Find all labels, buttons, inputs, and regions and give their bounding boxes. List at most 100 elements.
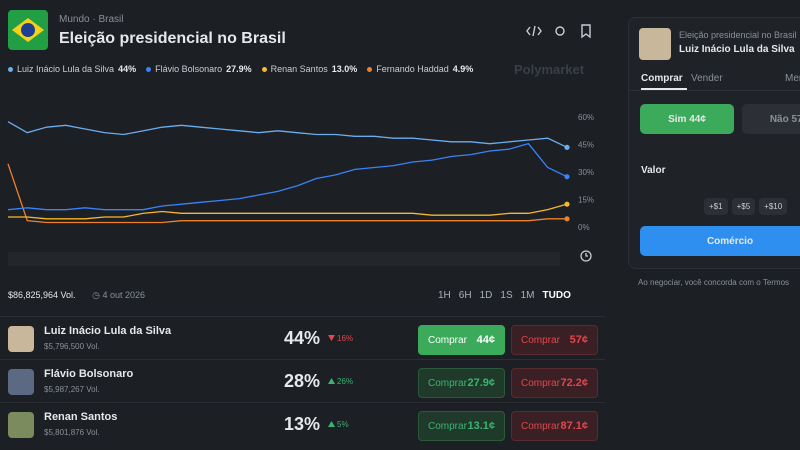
legend-name: Luiz Inácio Lula da Silva	[17, 64, 115, 74]
toolbar[interactable]	[526, 22, 596, 40]
quick-amount[interactable]: +$1	[704, 198, 728, 215]
outcome-change: 16%	[328, 334, 353, 343]
price: 13.1¢	[467, 420, 495, 432]
crumb[interactable]: Mundo	[59, 14, 90, 25]
clock[interactable]	[580, 250, 592, 262]
avatar	[8, 369, 34, 395]
avatar	[8, 326, 34, 352]
avatar	[8, 412, 34, 438]
no-button[interactable]: Não 57¢	[742, 104, 800, 134]
legend-dot	[8, 67, 13, 72]
end-date: ◷ 4 out 2026	[92, 290, 145, 300]
y-tick-label: 0%	[578, 223, 590, 232]
buy-label: Comprar	[521, 334, 560, 346]
tab-underline	[641, 88, 687, 90]
legend-value: 27.9%	[226, 64, 252, 74]
legend-dot	[146, 67, 152, 72]
market: Eleição presidencial no Brasil	[679, 30, 797, 40]
range-button[interactable]: 1D	[479, 290, 493, 301]
outcome-name: Luiz Inácio Lula da Silva	[44, 325, 172, 337]
buy-label: Comprar	[428, 420, 467, 432]
buy-yes[interactable]: Comprar 44¢	[418, 325, 505, 355]
range-button[interactable]: 1S	[500, 290, 513, 301]
series-line	[7, 121, 568, 148]
outcome-volume: $5,987,267 Vol.	[44, 385, 100, 394]
avatar	[639, 28, 671, 60]
end-dot	[564, 174, 570, 180]
legend-item: Flávio Bolsonaro 27.9%	[146, 64, 252, 74]
buy-label: Comprar	[521, 420, 560, 432]
outcome-row: Flávio Bolsonaro $5,987,267 Vol. 28% 26% Com…	[0, 359, 605, 402]
watermark: Polymarket	[514, 62, 585, 77]
quick-amount[interactable]: +$5	[731, 198, 756, 215]
buy-no[interactable]: Comprar 57¢	[511, 325, 598, 355]
legend-item: Luiz Inácio Lula da Silva 44%	[8, 64, 136, 74]
range-button[interactable]: 6H	[458, 290, 472, 301]
legend-name: Renan Santos	[270, 64, 328, 74]
outcome-name: Flávio Bolsonaro	[44, 368, 134, 380]
tab[interactable]: Mercado	[785, 73, 800, 84]
series-line	[7, 142, 568, 211]
y-tick-label: 30%	[578, 168, 594, 177]
y-tick-label: 60%	[578, 113, 594, 122]
price: 57¢	[569, 334, 588, 346]
change-value: 5%	[337, 420, 349, 429]
divider	[629, 90, 800, 91]
price: 27.9¢	[467, 377, 495, 389]
y-tick-label: 45%	[578, 141, 594, 150]
outcome-row: Renan Santos $5,801,876 Vol. 13% 5% Comprar 1…	[0, 402, 605, 445]
arrow	[328, 421, 335, 427]
chart: 0% 15% 30% 45% 60%	[7, 113, 594, 266]
breadcrumb: Mundo · Brasil	[59, 14, 124, 25]
legend-value: 4.9%	[452, 64, 474, 74]
outcome-row: Luiz Inácio Lula da Silva $5,796,500 Vol.…	[0, 316, 605, 359]
buy-label: Comprar	[521, 377, 560, 389]
crumb[interactable]: Brasil	[98, 14, 124, 25]
end-dot	[564, 201, 570, 207]
change-arrow	[328, 421, 335, 427]
range-button[interactable]: 1H	[438, 290, 451, 301]
outcome-chance: 13%	[284, 414, 321, 434]
range-track	[8, 252, 560, 266]
range-button[interactable]: 1M	[520, 290, 535, 301]
buy-yes[interactable]: Comprar 27.9¢	[418, 368, 505, 398]
quick-amount[interactable]: +$10	[759, 198, 788, 215]
legend-value: 44%	[118, 64, 137, 74]
tab[interactable]: Comprar	[641, 73, 683, 84]
outcome-change: 5%	[328, 420, 349, 429]
buy-no[interactable]: Comprar 72.2¢	[511, 368, 598, 398]
change-arrow	[328, 335, 335, 341]
buy-yes[interactable]: Comprar 13.1¢	[418, 411, 505, 441]
series-line	[7, 163, 567, 224]
legend: Luiz Inácio Lula da Silva 44% Flávio Bolso…	[8, 64, 483, 74]
submit-button[interactable]: Comércio	[640, 226, 800, 256]
tab[interactable]: Vender	[691, 73, 723, 84]
date: 4 out 2026	[102, 290, 145, 300]
series-line	[8, 203, 568, 220]
legend-dot	[367, 67, 373, 72]
end-dot	[564, 216, 570, 222]
change-arrow	[328, 378, 335, 384]
yes-button[interactable]: Sim 44¢	[640, 104, 734, 134]
end-dot	[564, 144, 570, 150]
outcome-chance: 28%	[284, 371, 321, 391]
range-button[interactable]: TUDO	[542, 290, 571, 301]
outcome-chance: 44%	[284, 328, 321, 348]
trade-panel: Eleição presidencial no Brasil Luiz Inác…	[628, 17, 800, 269]
outcome-volume: $5,801,876 Vol.	[44, 428, 100, 437]
buy-no[interactable]: Comprar 87.1¢	[511, 411, 598, 441]
terms: Ao negociar, você concorda com o Termos	[638, 278, 790, 287]
quick-amounts: +$1 +$5 +$10	[704, 198, 788, 215]
legend-value: 13.0%	[331, 64, 358, 74]
outcome-name: Renan Santos	[44, 411, 118, 423]
change-value: 16%	[337, 334, 354, 343]
legend-name: Fernando Haddad	[376, 64, 449, 74]
outcome: Luiz Inácio Lula da Silva	[679, 44, 795, 55]
volume: $86,825,964 Vol.	[8, 290, 76, 300]
buy-label: Comprar	[428, 377, 467, 389]
y-tick-label: 15%	[578, 196, 594, 205]
arrow	[328, 378, 335, 384]
outcome-change: 26%	[328, 377, 353, 386]
price: 87.1¢	[560, 420, 588, 432]
